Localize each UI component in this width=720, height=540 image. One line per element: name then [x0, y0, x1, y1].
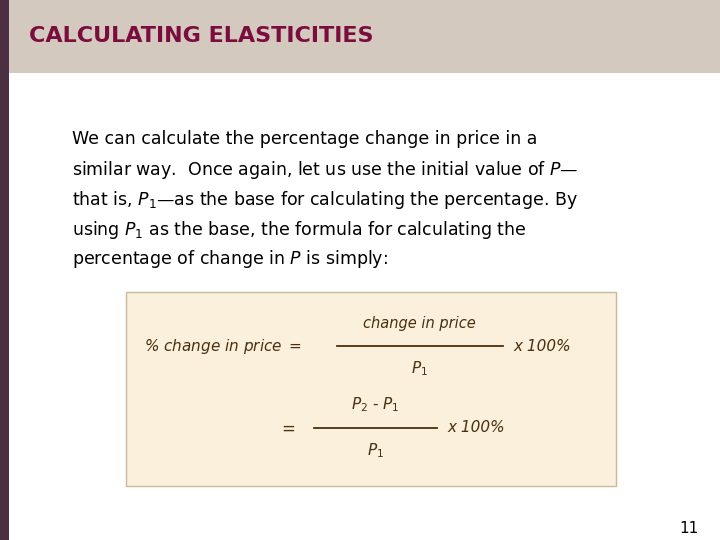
Text: similar way.  Once again, let us use the initial value of $\mathit{P}$—: similar way. Once again, let us use the … — [72, 159, 578, 181]
Bar — [9, 0, 720, 73]
Text: change in price: change in price — [364, 316, 476, 331]
Text: percentage of change in $\mathit{P}$ is simply:: percentage of change in $\mathit{P}$ is … — [72, 248, 388, 271]
Text: 11: 11 — [679, 521, 698, 536]
FancyBboxPatch shape — [126, 292, 616, 486]
Text: $\mathit{P}_1$: $\mathit{P}_1$ — [367, 441, 384, 460]
Text: We can calculate the percentage change in price in a: We can calculate the percentage change i… — [72, 130, 537, 147]
Text: $\mathit{P}_1$: $\mathit{P}_1$ — [411, 359, 428, 378]
Bar — [0, 0, 9, 540]
Text: using $\mathit{P}_1$ as the base, the formula for calculating the: using $\mathit{P}_1$ as the base, the fo… — [72, 219, 527, 241]
Text: % change in price $=$: % change in price $=$ — [144, 336, 302, 355]
Text: x 100%: x 100% — [448, 420, 505, 435]
Text: x 100%: x 100% — [513, 339, 571, 354]
Text: $\mathit{P}_2$ - $\mathit{P}_1$: $\mathit{P}_2$ - $\mathit{P}_1$ — [351, 396, 400, 414]
Text: that is, $\mathit{P}_1$—as the base for calculating the percentage. By: that is, $\mathit{P}_1$—as the base for … — [72, 189, 577, 211]
Text: $=$: $=$ — [279, 418, 296, 437]
Text: CALCULATING ELASTICITIES: CALCULATING ELASTICITIES — [29, 26, 373, 46]
